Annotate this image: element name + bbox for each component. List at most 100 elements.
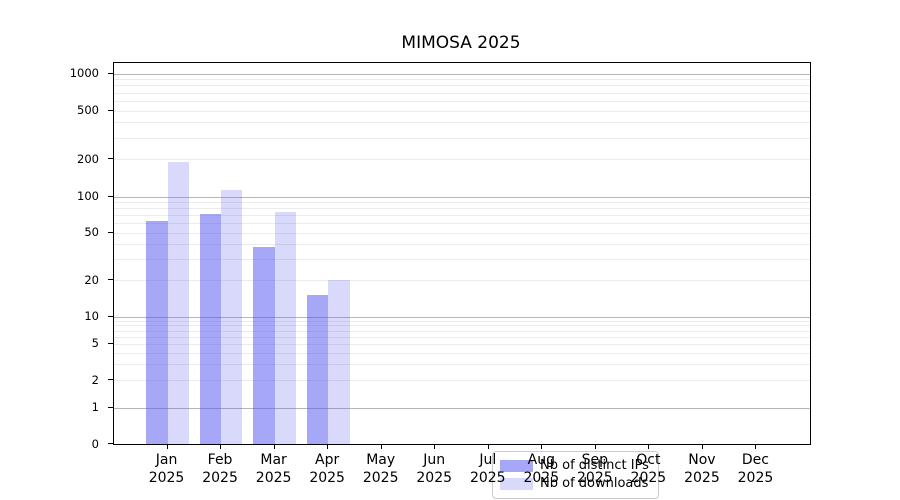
x-tick-month: Sep (581, 452, 609, 468)
gridline-minor (114, 352, 810, 354)
gridline-minor (114, 100, 810, 102)
gridline-minor (114, 208, 810, 210)
gridline-minor (114, 215, 810, 217)
y-tick-label: 20 (84, 272, 99, 287)
y-tick-mark (108, 158, 114, 160)
gridline-minor (114, 364, 810, 366)
x-tick-mark (755, 444, 757, 449)
y-tick-label: 100 (77, 189, 99, 203)
x-tick-mark (220, 444, 222, 449)
x-tick-mark (434, 444, 436, 449)
gridline-minor (114, 280, 810, 282)
y-tick-label: 50 (84, 225, 99, 240)
x-tick-month: Jan (155, 452, 178, 468)
gridline-major (114, 73, 810, 75)
x-tick-label: May 2025 (346, 452, 416, 487)
y-tick-label: 10 (84, 309, 99, 323)
y-tick-label: 0 (91, 436, 99, 451)
y-tick-mark (108, 342, 114, 344)
x-tick-year: 2025 (416, 469, 453, 486)
bar-downloads-feb (221, 190, 243, 444)
x-tick-month: Oct (636, 452, 661, 468)
gridline-major (114, 407, 810, 409)
x-tick-mark (648, 444, 650, 449)
y-tick-mark (108, 109, 114, 111)
gridline-major (114, 316, 810, 318)
x-tick-mark (273, 444, 275, 449)
y-tick-mark (108, 406, 114, 408)
x-tick-label: Jul 2025 (453, 452, 523, 487)
gridline-minor (114, 137, 810, 139)
gridline-minor (114, 223, 810, 225)
gridline-minor (114, 159, 810, 161)
x-tick-year: 2025 (469, 469, 506, 486)
gridline-minor (114, 325, 810, 327)
bar-ips-apr (306, 295, 329, 444)
x-tick-mark (327, 444, 329, 449)
x-tick-month: Feb (207, 452, 233, 468)
legend-label: Nb of distinct IPs (540, 458, 649, 473)
y-tick-mark (108, 72, 114, 74)
bar-ips-feb (199, 214, 222, 444)
gridline-minor (114, 201, 810, 203)
bar-downloads-apr (328, 280, 350, 444)
x-tick-year: 2025 (255, 469, 292, 486)
bar-downloads-mar (274, 211, 297, 444)
gridline-minor (114, 320, 810, 322)
x-tick-year: 2025 (523, 469, 560, 486)
y-tick-mark (108, 315, 114, 317)
bar-downloads-jan (167, 162, 189, 444)
x-tick-mark (701, 444, 703, 449)
x-tick-label: Dec 2025 (720, 452, 790, 487)
x-tick-month: Jul (479, 452, 497, 468)
gridline-minor (114, 336, 810, 338)
x-tick-year: 2025 (362, 469, 399, 486)
x-tick-year: 2025 (684, 469, 720, 486)
x-tick-label: Feb 2025 (185, 452, 255, 487)
x-tick-month: Aug (527, 452, 555, 468)
x-tick-year: 2025 (148, 469, 185, 486)
x-tick-label: Sep 2025 (560, 452, 630, 487)
gridline-major (114, 196, 810, 198)
x-tick-year: 2025 (309, 469, 345, 486)
x-tick-month: May (366, 452, 396, 468)
x-tick-mark (594, 444, 596, 449)
x-tick-month: Dec (741, 452, 769, 468)
x-tick-label: Jun 2025 (399, 452, 469, 487)
x-tick-year: 2025 (737, 469, 774, 486)
x-tick-label: Aug 2025 (506, 452, 576, 487)
gridline-minor (114, 110, 810, 112)
gridline-minor (114, 330, 810, 332)
legend: Nb of distinct IPs Nb of downloads (492, 451, 659, 499)
gridline-minor (114, 343, 810, 345)
chart-title: MIMOSA 2025 (401, 33, 521, 53)
x-tick-year: 2025 (630, 469, 667, 486)
legend-swatch-downloads (500, 478, 533, 490)
bar-ips-jan (146, 221, 168, 444)
gridline-minor (114, 259, 810, 261)
y-tick-label: 500 (77, 103, 99, 118)
x-tick-mark (541, 444, 543, 449)
y-tick-label: 1 (91, 400, 99, 414)
y-tick-mark (108, 195, 114, 197)
gridline-minor (114, 380, 810, 382)
gridline-minor (114, 122, 810, 124)
legend-item-distinct-ips: Nb of distinct IPs (500, 457, 652, 475)
legend-swatch-distinct-ips (500, 460, 533, 472)
x-tick-month: Jun (423, 452, 446, 468)
x-tick-month: Mar (260, 452, 287, 468)
x-tick-mark (380, 444, 382, 449)
y-tick-label: 1000 (69, 66, 99, 80)
x-tick-label: Nov 2025 (667, 452, 737, 487)
y-tick-label: 200 (77, 151, 99, 166)
x-tick-year: 2025 (577, 469, 613, 486)
x-tick-label: Oct 2025 (613, 452, 683, 487)
plot-area: Nb of distinct IPs Nb of downloads (113, 62, 811, 499)
bar-ips-mar (253, 246, 275, 444)
y-tick-mark (108, 443, 114, 444)
x-tick-mark (487, 444, 489, 449)
x-tick-label: Apr 2025 (292, 452, 362, 487)
gridline-minor (114, 92, 810, 94)
y-tick-label: 5 (91, 336, 99, 351)
